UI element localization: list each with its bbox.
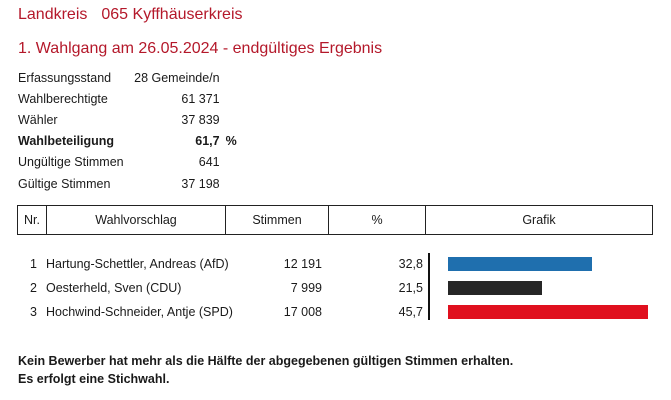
col-percent: % xyxy=(328,205,426,235)
stat-value: 641 xyxy=(198,155,220,170)
result-bar xyxy=(448,281,542,295)
col-wahlvorschlag: Wahlvorschlag xyxy=(46,205,226,235)
stat-unit xyxy=(220,67,237,88)
stat-row: Gültige Stimmen 37 198 xyxy=(18,173,237,194)
result-votes: 7 999 xyxy=(290,281,322,295)
election-title: 1. Wahlgang am 26.05.2024 - endgültiges … xyxy=(18,40,383,57)
stat-value: 61 371 xyxy=(181,91,220,106)
chart-axis xyxy=(428,253,430,320)
candidate-name: Oesterheld, Sven (CDU) xyxy=(46,281,182,295)
result-votes: 17 008 xyxy=(283,305,322,319)
stat-row: Wahlbeteiligung 61,7% xyxy=(18,131,237,152)
results-header: Nr. Wahlvorschlag Stimmen % Grafik xyxy=(17,205,653,235)
candidate-name: Hochwind-Schneider, Antje (SPD) xyxy=(46,305,233,319)
stat-row: Wahlberechtigte 61 371 xyxy=(18,88,237,109)
result-percent: 21,5 xyxy=(398,281,423,295)
result-bar xyxy=(448,305,648,319)
stat-unit: % xyxy=(225,134,237,149)
area-label: Landkreis xyxy=(18,6,88,23)
results-list: 1 Hartung-Schettler, Andreas (AfD) 12 191 3… xyxy=(18,252,654,324)
stats-table: Erfassungsstand 28 Gemeinde/n Wahlberechti… xyxy=(18,67,237,194)
stat-label: Wahlbeteiligung xyxy=(18,134,115,149)
stat-label: Wähler xyxy=(18,112,58,127)
candidate-name: Hartung-Schettler, Andreas (AfD) xyxy=(46,257,229,271)
result-percent: 45,7 xyxy=(398,305,423,319)
stat-unit xyxy=(220,88,237,109)
stat-unit xyxy=(220,152,237,173)
result-percent: 32,8 xyxy=(398,257,423,271)
stat-unit xyxy=(220,109,237,130)
note-line-2: Es erfolgt eine Stichwahl. xyxy=(18,372,170,386)
result-row: 1 Hartung-Schettler, Andreas (AfD) 12 191 3… xyxy=(18,252,654,276)
stat-row: Erfassungsstand 28 Gemeinde/n xyxy=(18,67,237,88)
stat-value: 37 198 xyxy=(181,176,220,191)
result-note: Kein Bewerber hat mehr als die Hälfte de… xyxy=(18,352,513,388)
result-row: 3 Hochwind-Schneider, Antje (SPD) 17 008 45… xyxy=(18,300,654,324)
stat-row: Wähler 37 839 xyxy=(18,109,237,130)
stat-label: Gültige Stimmen xyxy=(18,176,111,191)
stat-label: Ungültige Stimmen xyxy=(18,155,124,170)
result-nr: 1 xyxy=(30,257,37,271)
page-title: Landkreis 065 Kyffhäuserkreis xyxy=(18,6,257,24)
result-row: 2 Oesterheld, Sven (CDU) 7 999 21,5 xyxy=(18,276,654,300)
stat-value: 61,7 xyxy=(195,134,220,149)
stat-unit xyxy=(220,173,237,194)
area-name: 065 Kyffhäuserkreis xyxy=(101,6,243,23)
note-line-1: Kein Bewerber hat mehr als die Hälfte de… xyxy=(18,354,514,368)
col-stimmen: Stimmen xyxy=(225,205,329,235)
result-votes: 12 191 xyxy=(283,257,322,271)
col-grafik: Grafik xyxy=(522,213,556,227)
col-nr: Nr. xyxy=(17,205,47,235)
stat-value: 28 Gemeinde/n xyxy=(134,70,220,85)
stat-label: Erfassungsstand xyxy=(18,70,112,85)
stat-label: Wahlberechtigte xyxy=(18,91,108,106)
result-nr: 3 xyxy=(30,305,37,319)
result-nr: 2 xyxy=(30,281,37,295)
result-bar xyxy=(448,257,592,271)
stat-value: 37 839 xyxy=(181,112,220,127)
stat-row: Ungültige Stimmen 641 xyxy=(18,152,237,173)
